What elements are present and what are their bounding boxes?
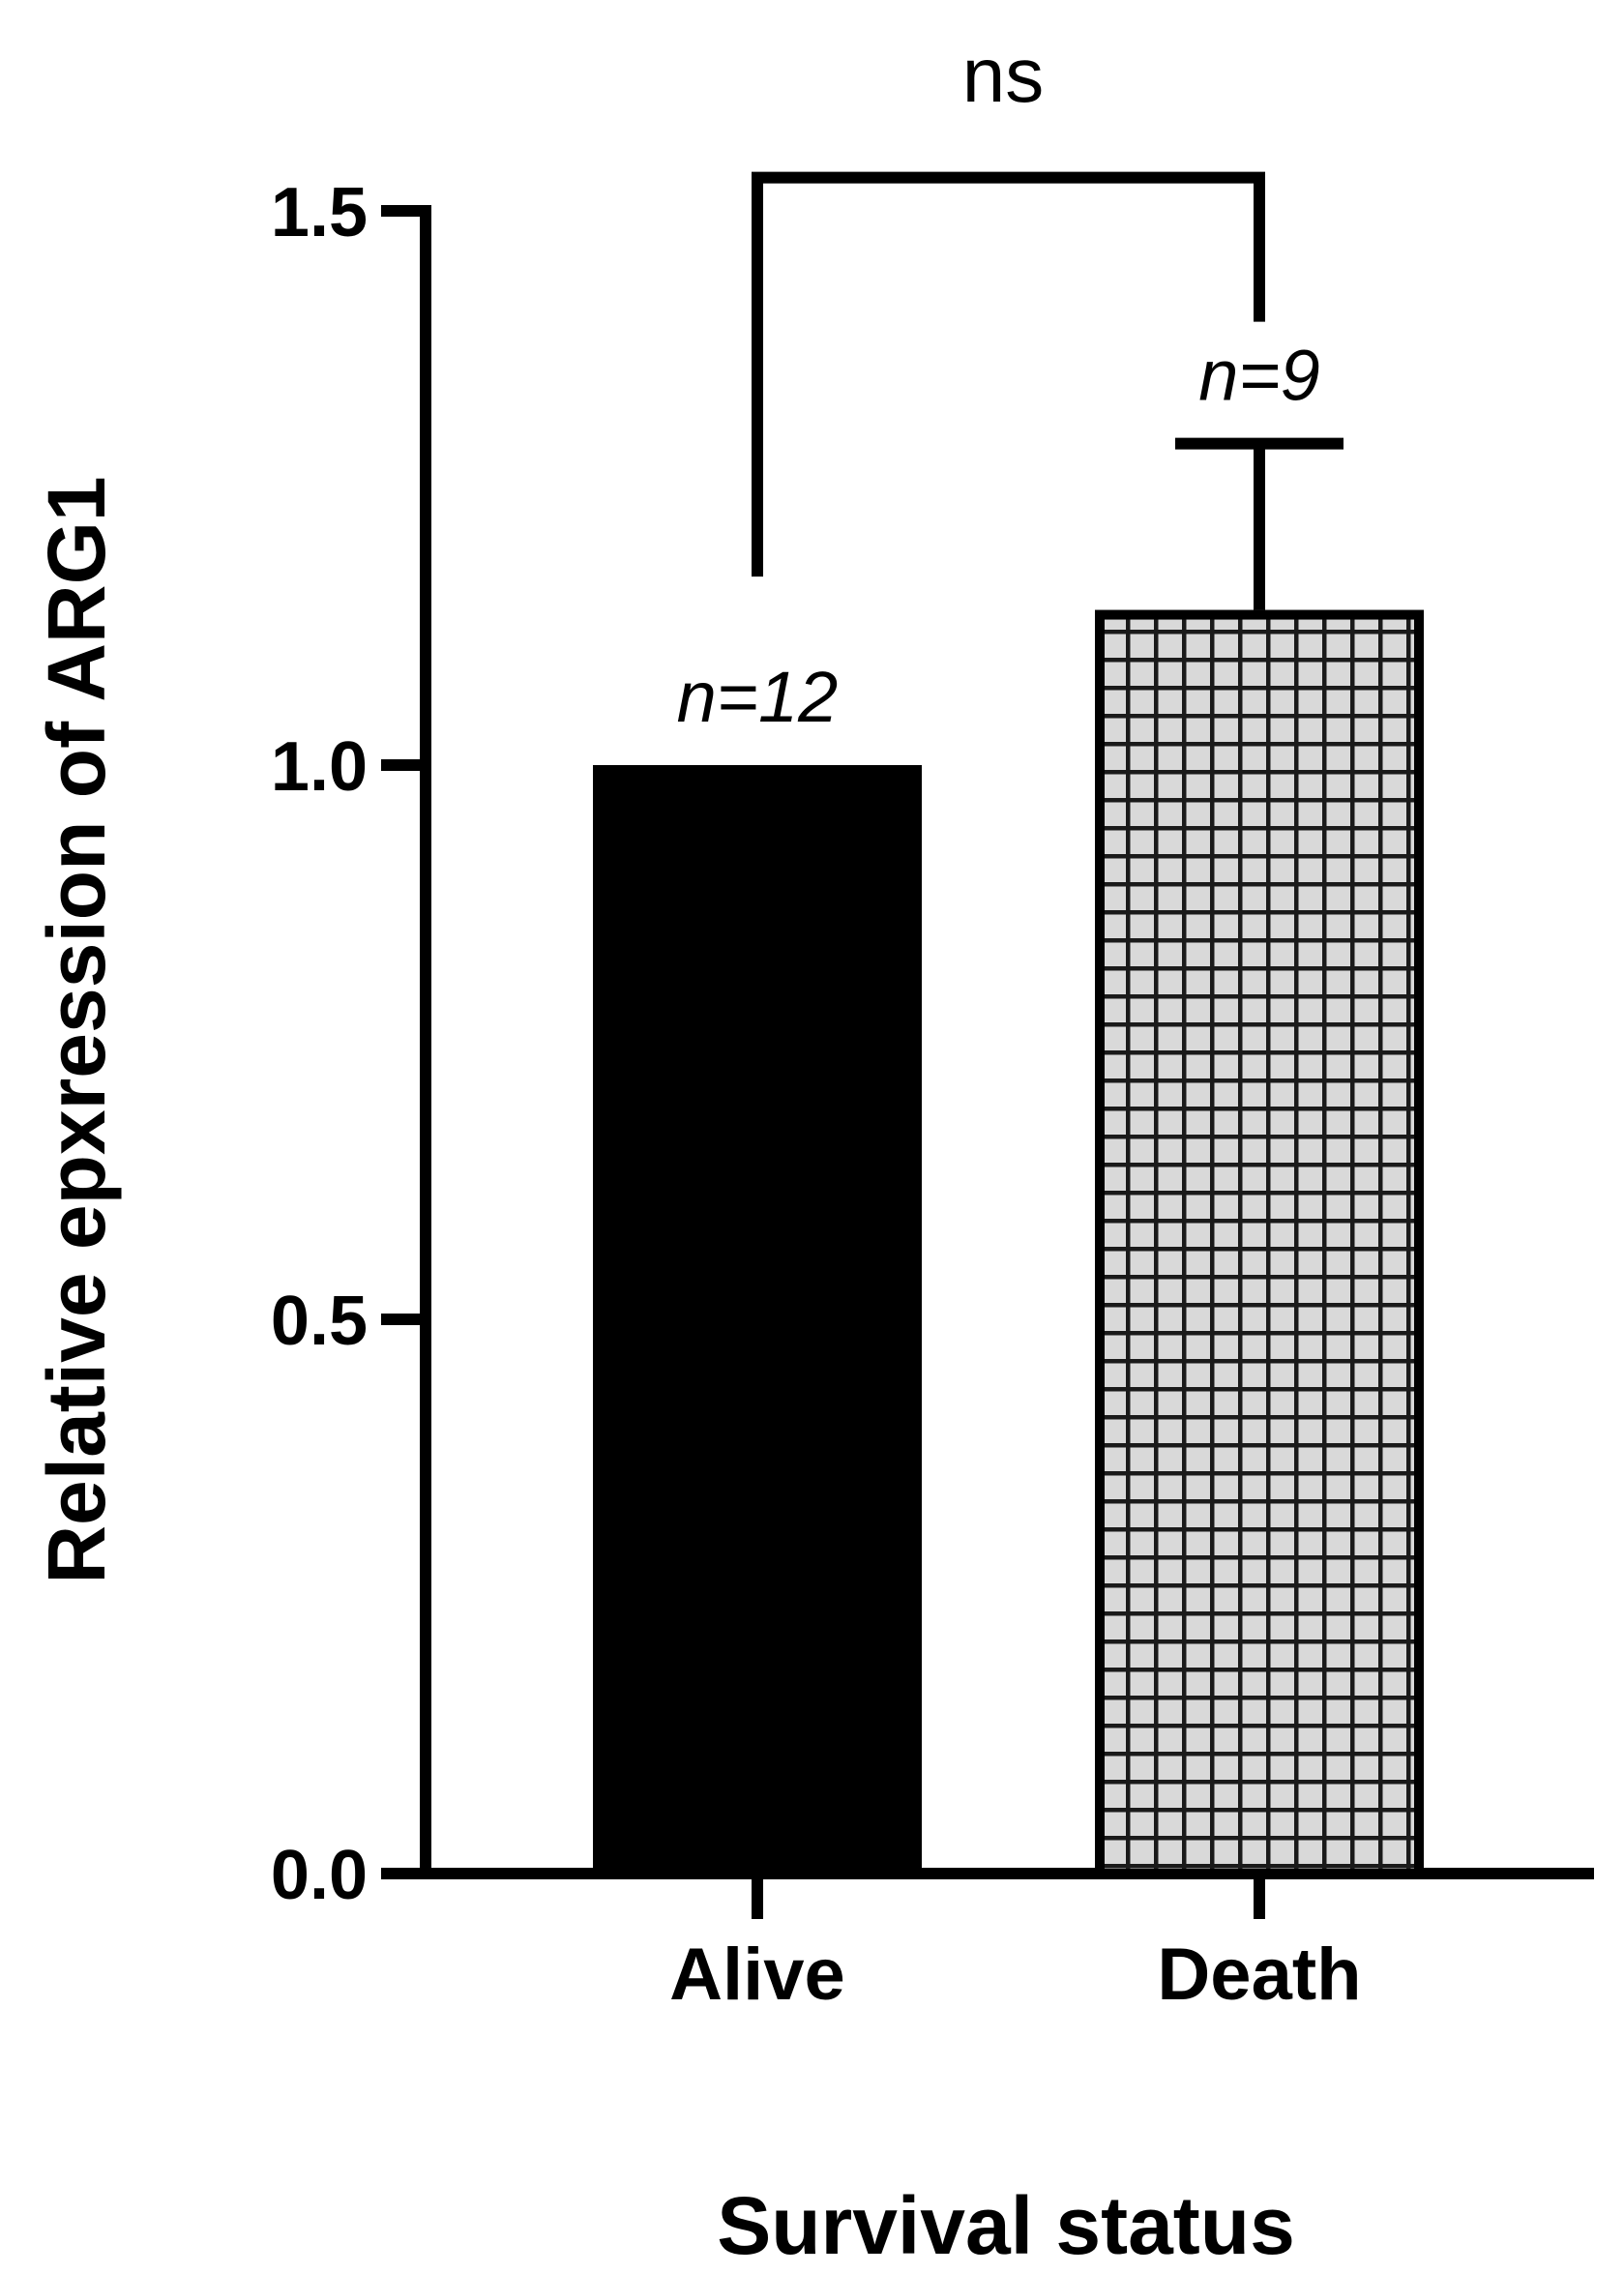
bar-death <box>1095 609 1424 1878</box>
y-axis-title: Relative epxression of ARG1 <box>31 476 122 1583</box>
x-ticks: Alive Death <box>669 1874 1362 2016</box>
x-tick-label-alive: Alive <box>669 1934 845 2016</box>
bracket-line <box>752 171 1265 577</box>
n-label: n=9 <box>1198 336 1320 416</box>
bars <box>593 609 1424 1878</box>
error-bars <box>1175 437 1343 610</box>
y-tick-label: 0.5 <box>271 1283 368 1360</box>
significance-label: ns <box>962 32 1045 118</box>
n-labels: n=12 n=9 <box>677 336 1320 737</box>
x-axis-title: Survival status <box>717 2180 1295 2271</box>
y-tick-label: 1.0 <box>271 728 368 806</box>
y-ticks: 0.0 0.5 1.0 1.5 <box>271 174 426 1914</box>
y-tick-label: 0.0 <box>271 1837 368 1914</box>
x-tick-label-death: Death <box>1157 1934 1361 2016</box>
y-tick-label: 1.5 <box>271 174 368 251</box>
n-label: n=12 <box>677 657 839 737</box>
significance-bracket <box>752 171 1265 577</box>
bar-alive <box>593 765 922 1874</box>
